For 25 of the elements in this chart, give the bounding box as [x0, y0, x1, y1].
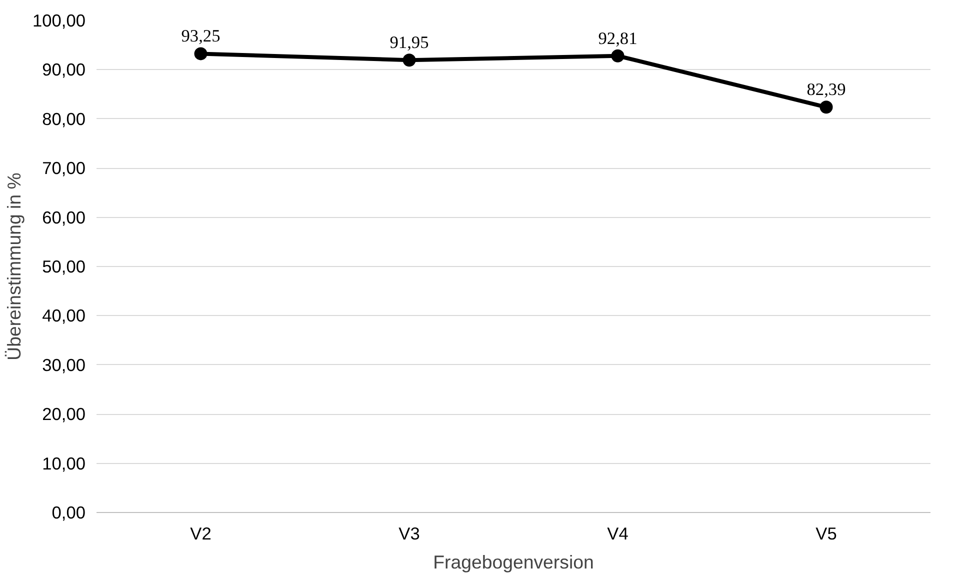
point	[194, 47, 208, 60]
x-tick-label: V2	[190, 524, 212, 544]
x-axis-title: Fragebogenversion	[433, 552, 594, 572]
y-tick-label: 50,00	[42, 256, 86, 276]
y-tick-label: 60,00	[42, 207, 86, 228]
y-tick-label: 70,00	[42, 158, 86, 178]
point	[611, 49, 624, 62]
data-label: 82,39	[806, 80, 846, 100]
y-axis-title: Übereinstimmung in %	[4, 172, 24, 360]
y-tick-label: 0,00	[52, 502, 86, 522]
x-tick-label: V5	[816, 524, 837, 544]
y-tick-label: 20,00	[42, 404, 86, 424]
point	[820, 100, 833, 114]
x-tick-label: V3	[398, 524, 420, 544]
data-label: 93,25	[181, 26, 220, 46]
y-tick-label: 40,00	[42, 306, 86, 326]
data-label: 92,81	[598, 28, 638, 48]
y-tick-label: 30,00	[42, 354, 86, 375]
y-tick-label: 10,00	[42, 453, 86, 474]
y-tick-label: 90,00	[42, 60, 86, 80]
y-tick-label: 80,00	[42, 108, 86, 129]
data-label: 91,95	[390, 33, 429, 52]
x-tick-label: V4	[607, 524, 629, 544]
point	[402, 54, 416, 67]
y-tick-label: 100,00	[32, 10, 86, 30]
